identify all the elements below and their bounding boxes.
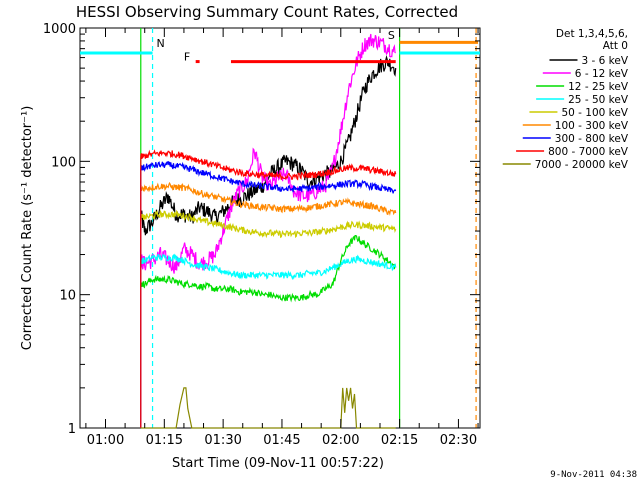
series-line bbox=[140, 253, 397, 428]
footer-timestamp: 9-Nov-2011 04:38 bbox=[550, 470, 637, 480]
flag-annotation: S bbox=[388, 29, 395, 42]
series-line bbox=[140, 149, 397, 428]
x-tick-label: 02:00 bbox=[322, 433, 359, 448]
y-tick-label: 100 bbox=[51, 155, 76, 170]
x-tick-label: 01:15 bbox=[146, 433, 183, 448]
series-line bbox=[140, 33, 396, 428]
legend-entry-label: 3 - 6 keV bbox=[581, 55, 628, 67]
y-axis-label: Corrected Count Rate (s⁻¹ detector⁻¹) bbox=[20, 106, 35, 351]
legend-entry-label: 800 - 7000 keV bbox=[548, 146, 629, 158]
x-tick-label: 01:00 bbox=[87, 433, 124, 448]
series-line bbox=[140, 160, 397, 428]
y-tick-label: 1 bbox=[68, 422, 76, 437]
x-axis-label: Start Time (09-Nov-11 00:57:22) bbox=[172, 456, 384, 471]
legend-header: Att 0 bbox=[603, 40, 628, 52]
x-tick-label: 01:30 bbox=[204, 433, 241, 448]
x-tick-label: 01:45 bbox=[263, 433, 300, 448]
series-line bbox=[140, 235, 397, 428]
chart-title: HESSI Observing Summary Count Rates, Cor… bbox=[76, 3, 458, 21]
x-tick-label: 02:30 bbox=[440, 433, 477, 448]
legend-header: Det 1,3,4,5,6, bbox=[556, 28, 628, 40]
flag-annotation: F bbox=[184, 51, 190, 64]
series-layer bbox=[140, 33, 397, 429]
series-line bbox=[140, 387, 396, 429]
legend-entry-label: 7000 - 20000 keV bbox=[535, 159, 629, 171]
series-line bbox=[140, 54, 397, 428]
x-axis: 01:00 01:15 01:30 01:45 02:00 02:15 02:30 bbox=[85, 28, 479, 448]
y-tick-label: 1000 bbox=[43, 22, 76, 37]
y-axis: 1 10 100 1000 bbox=[43, 22, 480, 437]
legend-entry-label: 100 - 300 keV bbox=[555, 120, 629, 132]
legend-entry-label: 12 - 25 keV bbox=[568, 81, 629, 93]
flag-layer: N F S bbox=[80, 29, 480, 64]
legend-entry-label: 300 - 800 keV bbox=[555, 133, 629, 145]
legend-entry-label: 50 - 100 keV bbox=[561, 107, 628, 119]
plot-frame bbox=[79, 27, 481, 429]
series-line bbox=[140, 209, 397, 428]
x-tick-label: 02:15 bbox=[381, 433, 418, 448]
y-tick-label: 10 bbox=[59, 289, 76, 304]
legend-entry-label: 25 - 50 keV bbox=[568, 94, 629, 106]
legend-entry-label: 6 - 12 keV bbox=[575, 68, 629, 80]
flag-annotation: N bbox=[156, 37, 164, 50]
series-line bbox=[140, 181, 397, 428]
marker-lines bbox=[140, 28, 477, 428]
